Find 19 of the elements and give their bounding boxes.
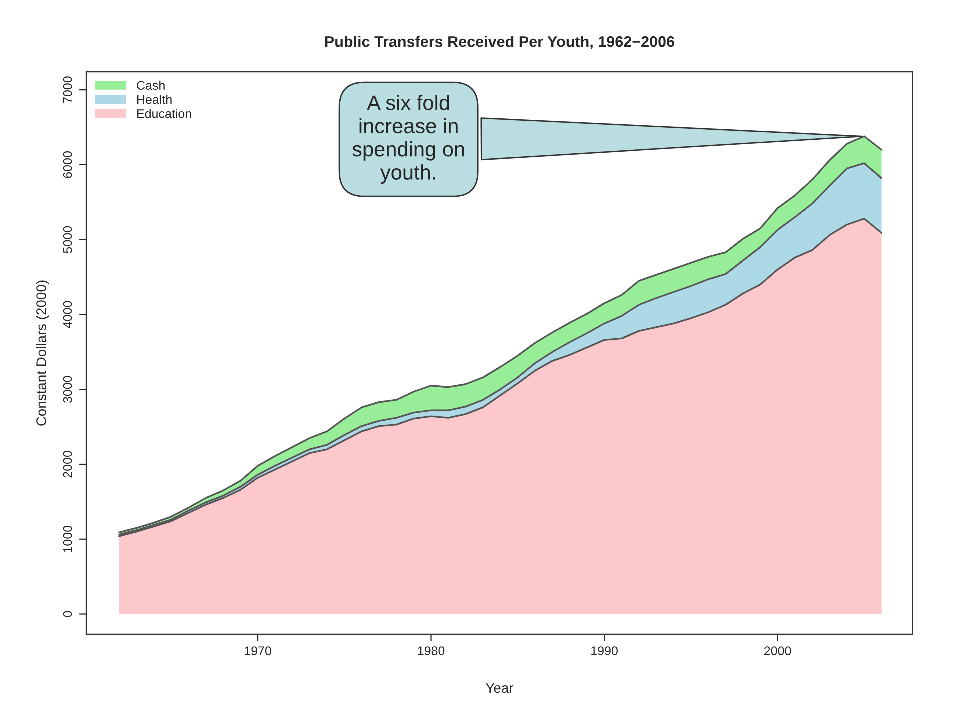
y-tick-label: 1000: [63, 526, 72, 552]
legend-label: Health: [138, 95, 172, 104]
y-tick-label: 5000: [63, 226, 72, 254]
x-tick-label: 2000: [764, 646, 792, 656]
y-axis-title: Constant Dollars (2000): [36, 280, 50, 426]
y-tick-label: 3000: [63, 376, 72, 404]
y-tick-label: 2000: [63, 451, 72, 478]
x-tick-label: 1980: [418, 646, 445, 656]
y-tick-label: 6000: [63, 152, 72, 178]
annotation: A six fold increase in spending on youth.: [352, 95, 464, 184]
x-axis-title: Year: [486, 683, 514, 694]
y-tick-label: 4000: [63, 301, 72, 328]
x-tick-label: 1990: [592, 646, 618, 656]
y-tick-label: 7000: [63, 76, 72, 104]
x-tick-label: 1970: [245, 646, 272, 656]
legend-label: Education: [138, 109, 192, 118]
y-tick-label: 0: [63, 611, 72, 618]
chart-title: Public Transfers Received Per Youth, 1962−2006: [325, 36, 674, 50]
legend-label: Cash: [137, 80, 165, 90]
